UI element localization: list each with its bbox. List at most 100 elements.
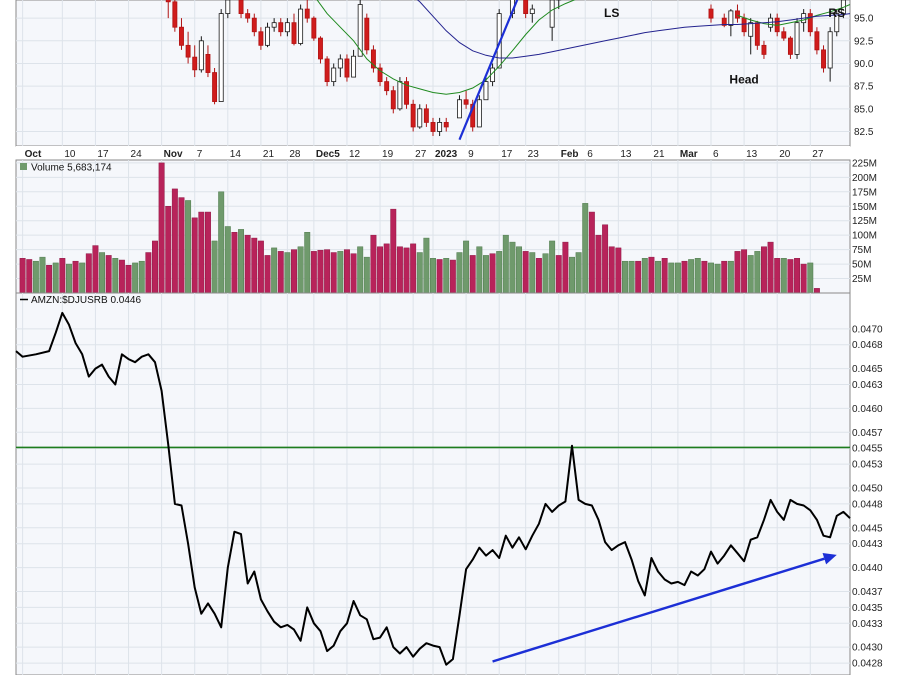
ratio-y-tick-label: 0.0428 [852,659,883,670]
date-tick-label: 2023 [435,149,458,160]
candle [238,0,244,19]
candle-body [225,0,231,15]
candle [284,18,290,37]
candle-body [430,122,436,132]
candle [218,9,224,102]
candle-body [198,40,204,71]
volume-bar [648,256,655,294]
volume-y-tick-label: 50M [852,260,871,271]
volume-bar [416,252,423,294]
candle [179,18,184,50]
volume-bar [496,251,503,294]
volume-bar [244,234,251,294]
volume-bar [112,258,119,294]
volume-bar [152,240,158,294]
volume-bar [463,240,470,294]
volume-bar [138,260,145,294]
volume-bar [251,237,258,294]
candle [443,117,449,132]
volume-bar [396,246,403,294]
ratio-y-tick-label: 0.0455 [852,444,883,455]
volume-bar [357,246,364,294]
volume-bar [430,258,436,294]
date-tick-label: 6 [587,149,593,160]
pattern-annotations: LS Head RS [604,6,845,86]
candle [827,27,833,82]
candle [205,45,211,78]
volume-bar [19,258,26,294]
ratio-y-tick-label: 0.0435 [852,603,883,614]
volume-bar [754,251,761,294]
date-tick-label: 28 [289,149,301,160]
ratio-y-tick-label: 0.0468 [852,340,883,351]
volume-bar [787,259,794,294]
candle-body [483,81,489,101]
volume-bar [343,249,350,294]
volume-bar [489,253,496,294]
volume-bar [224,226,231,294]
candle [728,9,734,37]
candle-body [218,13,224,102]
candle [198,36,204,73]
volume-bar [85,253,92,294]
volume-bar [476,246,483,294]
volume-legend: Volume 5,683,174 [31,163,112,174]
volume-y-tick-label: 225M [852,158,877,169]
date-tick-label: Dec5 [316,149,340,160]
ratio-y-tick-label: 0.0465 [852,364,883,375]
candle [457,95,462,119]
volume-bar [178,197,185,294]
date-tick-label: 12 [349,149,361,160]
ratio-y-tick-label: 0.0445 [852,523,883,534]
volume-bar [522,251,529,294]
candle-body [821,49,826,69]
volume-bar [377,246,384,294]
volume-bar [807,262,814,294]
candle [172,0,178,32]
volume-bar [204,211,211,294]
volume-bar [502,234,509,294]
candle [311,16,317,41]
volume-bar [595,234,602,294]
volume-bar [535,258,542,294]
ratio-grid [16,293,850,675]
volume-bar [370,234,377,294]
volume-bar [562,241,569,294]
candle [807,9,813,37]
volume-bar [383,243,390,294]
candle [298,4,304,46]
candle [430,117,436,137]
candle-body [457,99,462,119]
volume-bar [628,260,635,294]
volume-bar [436,259,443,294]
date-tick-label: Feb [561,149,579,160]
candle-body [238,0,244,15]
candle-body [245,13,251,19]
ratio-y-tick-label: 0.0430 [852,643,883,654]
volume-bar [661,258,668,294]
candle-body [476,99,482,128]
date-tick-label: Mar [680,149,698,160]
volume-y-tick-label: 200M [852,173,877,184]
candle [344,54,350,82]
volume-bar [26,259,33,294]
volume-bar [304,232,311,294]
moving-average-long-2 [416,0,851,59]
candle [324,56,330,87]
ratio-y-tick-label: 0.0440 [852,563,883,574]
candle-body [179,26,184,46]
volume-y-tick-label: 100M [852,231,877,242]
volume-bar [32,260,39,294]
ratio-y-tick-label: 0.0433 [852,619,883,630]
date-tick-label: 23 [528,149,540,160]
volume-bar [655,260,662,294]
candle-body [417,108,423,128]
volume-bar [218,191,225,294]
volume-bar [198,211,205,294]
candle-body [781,31,787,39]
candle-body [357,4,363,57]
volume-bar [688,259,695,294]
candle [225,0,231,19]
candle-body [344,58,350,78]
volume-bar [99,252,106,294]
